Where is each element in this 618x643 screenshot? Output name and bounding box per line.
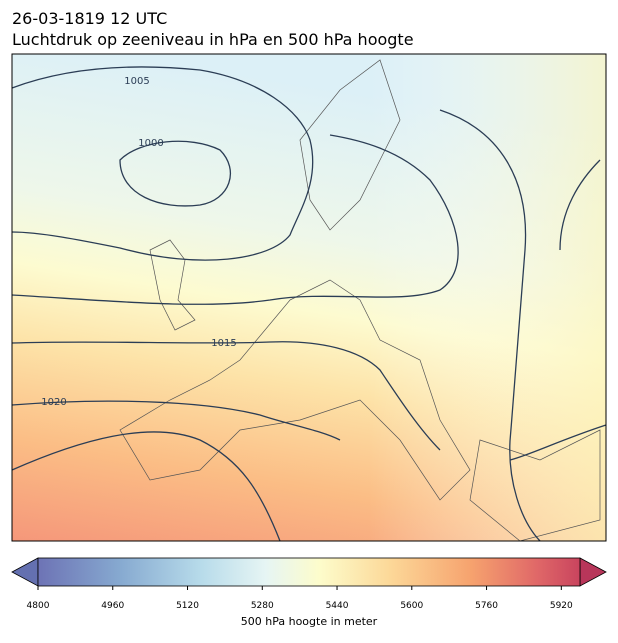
tick-label: 4800 (27, 601, 50, 611)
title: 26-03-1819 12 UTC (12, 9, 167, 28)
subtitle: Luchtdruk op zeeniveau in hPa en 500 hPa… (12, 30, 414, 49)
tick-label: 4960 (101, 601, 124, 611)
tick-label: 5120 (176, 601, 199, 611)
tick-label: 5280 (251, 601, 274, 611)
isobar-label: 1015 (211, 338, 236, 349)
isobar-label: 1005 (124, 76, 149, 87)
isobar-label: 1000 (138, 138, 163, 149)
colorbar: 500 hPa hoogte in meter 4800 4960 5120 5280… (11, 557, 607, 628)
tick-label: 5920 (550, 601, 573, 611)
isobar-label: 1020 (41, 397, 66, 408)
colorbar-label: 500 hPa hoogte in meter (241, 615, 378, 628)
map: 1005 1000 1015 1020 (11, 53, 607, 542)
tick-label: 5440 (326, 601, 349, 611)
tick-label: 5600 (400, 601, 423, 611)
tick-label: 5760 (475, 601, 498, 611)
